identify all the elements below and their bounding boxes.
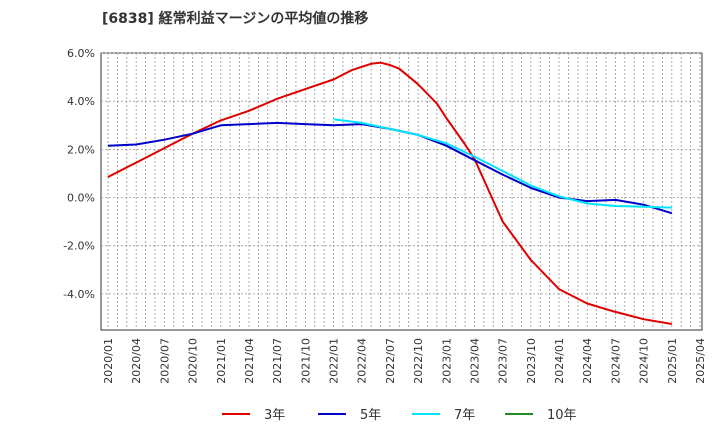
x-tick-label: 2024/04 (581, 338, 594, 384)
x-tick-label: 2022/07 (384, 338, 397, 384)
y-tick-label: 6.0% (67, 47, 95, 60)
y-tick-label: -4.0% (63, 288, 95, 301)
x-tick-label: 2022/04 (356, 338, 369, 384)
x-tick-label: 2025/01 (666, 338, 679, 384)
x-tick-label: 2025/04 (694, 338, 707, 384)
x-tick-label: 2020/07 (158, 338, 171, 384)
series-line-7年 (333, 118, 672, 209)
x-tick-label: 2021/07 (271, 338, 284, 384)
series-line-3年 (107, 61, 672, 325)
legend-label: 10年 (547, 408, 577, 423)
x-tick-label: 2021/04 (243, 338, 256, 384)
x-tick-label: 2022/10 (412, 338, 425, 384)
x-tick-label: 2024/10 (638, 338, 651, 384)
legend: 3年 5年 7年 10年 (222, 408, 577, 423)
plot-area (100, 52, 703, 331)
x-tick-label: 2021/01 (215, 338, 228, 384)
series-lines (107, 61, 673, 325)
y-axis-tick-labels: 6.0% 4.0% 2.0% 0.0% -2.0% -4.0% (63, 47, 95, 301)
x-tick-label: 2024/01 (553, 338, 566, 384)
legend-label: 3年 (264, 408, 285, 423)
x-tick-label: 2020/04 (130, 338, 143, 384)
x-tick-label: 2021/10 (299, 338, 312, 384)
y-tick-label: 4.0% (67, 95, 95, 108)
x-tick-label: 2023/04 (468, 338, 481, 384)
legend-label: 5年 (360, 408, 381, 423)
x-axis-tick-labels: 2020/01 2020/04 2020/07 2020/10 2021/01 2021/… (102, 338, 707, 384)
x-tick-label: 2020/10 (187, 338, 200, 384)
y-tick-label: 2.0% (67, 143, 95, 156)
x-tick-label: 2022/01 (328, 338, 341, 384)
x-tick-label: 2023/01 (440, 338, 453, 384)
y-tick-label: 0.0% (67, 192, 95, 205)
y-tick-label: -2.0% (63, 240, 95, 253)
gridlines (101, 52, 702, 330)
x-tick-label: 2020/01 (102, 338, 115, 384)
chart-title: [6838] 経常利益マージンの平均値の推移 (102, 11, 369, 27)
x-tick-label: 2023/10 (525, 338, 538, 384)
x-tick-label: 2024/07 (609, 338, 622, 384)
legend-label: 7年 (454, 408, 475, 423)
x-tick-label: 2023/07 (497, 338, 510, 384)
